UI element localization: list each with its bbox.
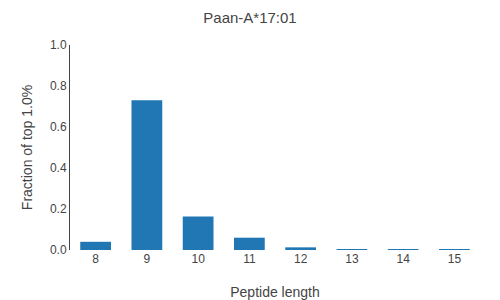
svg-text:0.6: 0.6 (50, 120, 67, 134)
svg-text:11: 11 (243, 252, 256, 266)
svg-text:13: 13 (345, 252, 359, 266)
svg-text:0.4: 0.4 (50, 161, 67, 175)
svg-text:Paan-A*17:01: Paan-A*17:01 (203, 9, 296, 26)
svg-text:14: 14 (396, 252, 410, 266)
svg-text:12: 12 (294, 252, 308, 266)
svg-text:1.0: 1.0 (50, 38, 67, 52)
svg-text:10: 10 (191, 252, 205, 266)
svg-text:0.0: 0.0 (50, 243, 67, 257)
svg-text:0.2: 0.2 (50, 202, 67, 216)
svg-text:Peptide length: Peptide length (230, 284, 320, 300)
svg-text:9: 9 (144, 252, 151, 266)
svg-text:8: 8 (92, 252, 99, 266)
svg-text:15: 15 (448, 252, 462, 266)
svg-text:0.8: 0.8 (50, 79, 67, 93)
svg-text:Fraction of top 1.0%: Fraction of top 1.0% (19, 85, 35, 210)
